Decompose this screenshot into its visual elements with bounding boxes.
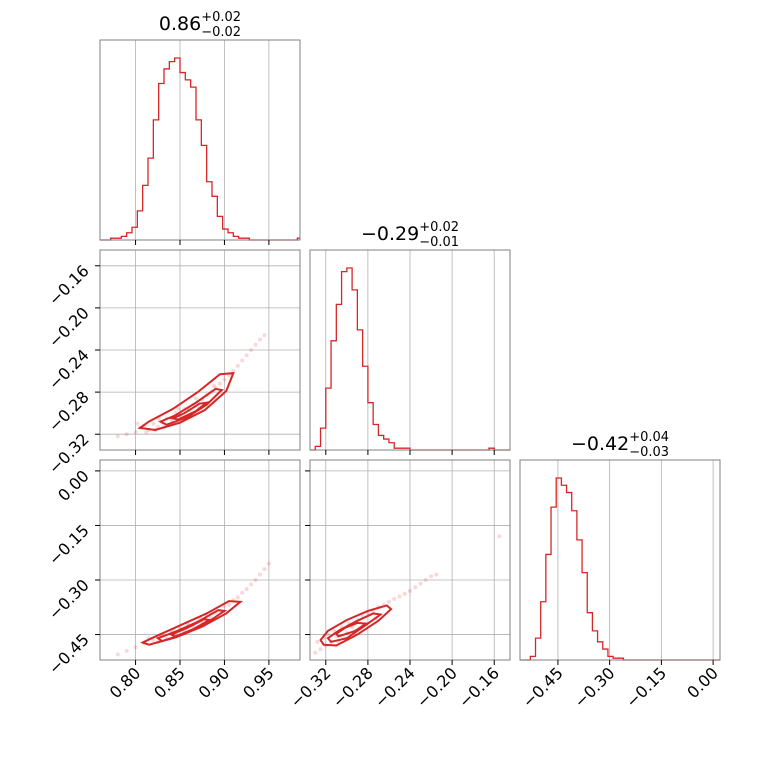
sample-point (135, 421, 140, 426)
sample-point (497, 534, 502, 539)
sample-point (249, 582, 254, 587)
sample-point (315, 639, 320, 644)
sample-point (402, 591, 407, 596)
y-tick-label: −0.20 (45, 303, 93, 351)
sample-point (262, 567, 267, 572)
panel-frame (519, 459, 721, 661)
param-title-1: 0.86+0.02 −0.02 (159, 10, 241, 40)
sample-point (392, 596, 397, 601)
sample-point (124, 648, 129, 653)
histogram-panel-2: −0.29+0.02 −0.01 (309, 220, 511, 455)
sample-point (408, 588, 412, 593)
sample-point (222, 377, 227, 382)
y-tick-label: −0.24 (45, 345, 93, 393)
x-tick-label: 0.90 (195, 663, 234, 702)
y-tick-label: −0.28 (45, 387, 93, 435)
sample-point (429, 574, 434, 579)
scatter-panel-2 (95, 459, 301, 665)
sample-point (266, 561, 271, 566)
sample-point (244, 587, 249, 592)
contour-level-2 (326, 612, 384, 643)
sample-point (253, 342, 258, 347)
sample-point (115, 434, 120, 439)
x-tick-label: −0.45 (519, 663, 567, 711)
histogram-line (100, 57, 300, 241)
sample-point (332, 628, 337, 633)
sample-point (386, 599, 391, 604)
sample-point (418, 581, 423, 586)
sample-point (240, 590, 245, 595)
sample-point (115, 652, 120, 657)
sample-point (235, 363, 240, 368)
contour-level-3 (334, 621, 369, 638)
contour-level-1 (137, 372, 235, 432)
panel-frame (99, 459, 301, 661)
x-tick-label: 0.80 (106, 663, 145, 702)
sample-point (397, 594, 402, 599)
sample-point (176, 406, 181, 411)
sample-point (262, 333, 267, 338)
sample-point (249, 348, 254, 352)
x-tick-label: 0.00 (683, 663, 722, 702)
x-tick-label: −0.28 (329, 663, 377, 711)
x-tick-label: 0.95 (239, 663, 278, 702)
scatter-panel-3 (305, 459, 511, 665)
x-tick-label: −0.20 (413, 663, 461, 711)
sample-point (258, 337, 262, 342)
sample-point (133, 430, 138, 435)
histogram-line (520, 477, 720, 661)
sample-point (244, 353, 249, 358)
y-tick-label: −0.16 (45, 261, 93, 309)
sample-point (231, 369, 236, 374)
sample-point (133, 645, 138, 650)
x-tick-label: −0.32 (287, 663, 335, 711)
sample-point (226, 602, 231, 607)
y-tick-label: −0.30 (45, 575, 93, 623)
histogram-panel-3: −0.42+0.04 −0.03 (519, 430, 721, 665)
y-tick-label: −0.45 (45, 630, 93, 678)
sample-point (235, 595, 240, 600)
contour-level-3 (169, 401, 211, 421)
histogram-panel-1: 0.86+0.02 −0.02 (99, 10, 301, 245)
x-tick-label: −0.30 (570, 663, 618, 711)
sample-point (124, 432, 129, 437)
x-tick-label: −0.16 (455, 663, 503, 711)
scatter-panel-1 (95, 249, 301, 455)
sample-point (434, 572, 439, 577)
sample-point (413, 585, 418, 590)
sample-point (318, 647, 323, 652)
x-tick-label: 0.85 (150, 663, 189, 702)
sample-point (144, 430, 149, 435)
sample-point (253, 578, 258, 582)
y-tick-label: −0.32 (45, 430, 93, 478)
sample-point (240, 358, 245, 363)
sample-point (218, 381, 222, 386)
sample-point (423, 578, 428, 582)
sample-point (313, 650, 318, 655)
sample-point (211, 383, 216, 388)
sample-point (155, 424, 160, 429)
sample-point (194, 396, 198, 401)
sample-point (258, 572, 262, 577)
contour-level-1 (319, 604, 393, 647)
param-title-3: −0.42+0.04 −0.03 (571, 430, 669, 460)
sample-point (151, 421, 156, 426)
x-tick-label: −0.24 (371, 663, 419, 711)
panel-frame (99, 39, 301, 241)
x-tick-label: −0.15 (622, 663, 670, 711)
param-title-2: −0.29+0.02 −0.01 (361, 220, 459, 250)
contour-level-3 (168, 618, 213, 638)
y-tick-label: −0.15 (45, 521, 93, 569)
